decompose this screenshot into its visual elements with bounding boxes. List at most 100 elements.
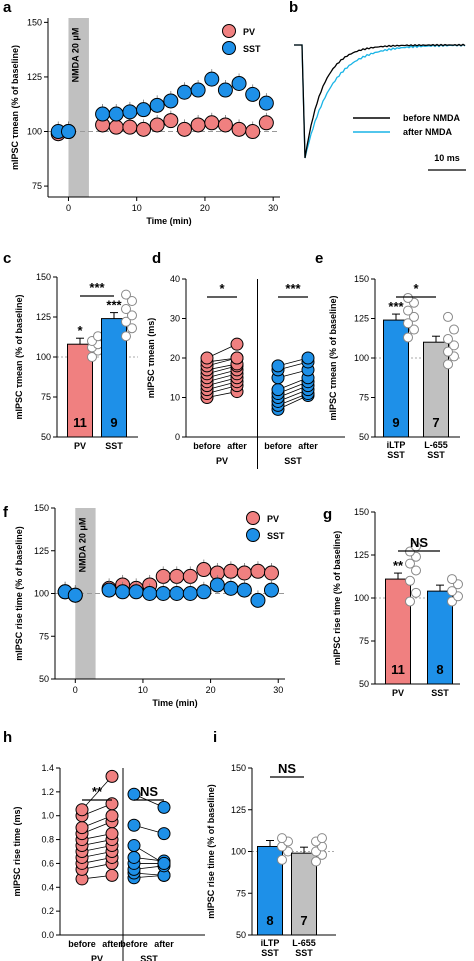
- panel-h-group-label: SST: [140, 954, 158, 961]
- panel-h-point-pv-after: [105, 809, 119, 823]
- panel-a-point-sst: [245, 86, 261, 102]
- panel-h-y-tick-label: 0.8: [41, 835, 54, 845]
- panel-i-cell-point: [317, 833, 327, 844]
- panel-d-x-tick-label: before: [264, 441, 292, 451]
- panel-a-point-sst: [217, 82, 233, 98]
- panel-h-y-tick-label: 1.0: [41, 811, 54, 821]
- panel-e-n-label: 7: [432, 415, 439, 430]
- panel-c-n-label: 11: [73, 415, 87, 430]
- panel-g-cell-point: [411, 587, 421, 598]
- panel-f-point-pv: [196, 562, 212, 578]
- panel-label-c: c: [3, 250, 11, 267]
- panel-d-x-tick-label: before: [193, 441, 221, 451]
- panel-h-point-sst-before: [127, 839, 141, 853]
- panel-label-f: f: [3, 504, 9, 521]
- panel-f-point-sst: [223, 580, 239, 596]
- panel-g-cell-point: [447, 574, 457, 585]
- panel-c-y-label: mIPSC τmean (% of baseline): [14, 294, 24, 419]
- panel-b-legend-before: before NMDA: [403, 113, 461, 123]
- panel-i-y-label: mIPSC rise time (% of baseline): [206, 784, 216, 919]
- panel-i-cell-point: [311, 856, 321, 867]
- panel-e-cell-point: [443, 311, 453, 322]
- panel-h-point-pv-after: [105, 797, 119, 811]
- panel-i-bracket-label: NS: [278, 761, 296, 776]
- panel-c-n-label: 9: [110, 415, 117, 430]
- panel-a-x-label: Time (min): [146, 216, 191, 226]
- panel-a-y-tick-label: 150: [27, 17, 42, 27]
- panel-f-point-pv: [250, 563, 266, 579]
- panel-h-point-sst-after: [157, 856, 171, 870]
- panel-i-y-tick-label: 50: [236, 930, 246, 940]
- panel-a-y-tick-label: 100: [27, 127, 42, 137]
- panel-i-cell-point: [277, 833, 287, 844]
- panel-d-point-sst-after: [301, 351, 315, 365]
- panel-c-x-label: PV: [74, 441, 86, 451]
- panel-e-y-label: mIPSC τmean (% of baseline): [328, 295, 338, 420]
- panel-f-point-pv: [223, 563, 239, 579]
- panel-f-point-sst: [101, 582, 117, 598]
- panel-f-point-sst: [142, 586, 158, 601]
- panel-a-legend-marker-sst: [222, 41, 236, 55]
- panel-a-x-tick-label: 30: [268, 203, 278, 213]
- panel-h-point-sst-before: [127, 818, 141, 832]
- panel-a-point-pv: [149, 117, 165, 133]
- panel-i-n-label: 7: [300, 913, 307, 928]
- panel-d-x-tick-label: after: [298, 441, 318, 451]
- panel-e-y-tick-label: 150: [354, 274, 369, 284]
- panel-e-cell-point: [449, 340, 459, 351]
- panel-a-y-tick-label: 125: [27, 72, 42, 82]
- panel-h-x-tick-label: after: [154, 939, 174, 949]
- panel-f-x-label: Time (min): [152, 698, 197, 708]
- panel-h-y-tick-label: 1.2: [41, 787, 54, 797]
- panel-f-legend-marker-pv: [246, 511, 260, 525]
- panel-g-bar-0: [385, 578, 411, 685]
- panel-d-x-tick-label: after: [227, 441, 247, 451]
- panel-label-i: i: [213, 729, 217, 746]
- panel-a-point-sst: [60, 124, 76, 140]
- panel-e-y-tick-label: 75: [359, 393, 369, 403]
- panel-c-star: ***: [106, 298, 122, 313]
- panel-f-x-tick-label: 30: [273, 685, 283, 695]
- panel-h-y-tick-label: 0.4: [41, 882, 54, 892]
- panel-c-y-tick-label: 125: [36, 312, 51, 322]
- panel-f-point-sst: [250, 592, 266, 608]
- panel-label-e: e: [315, 250, 323, 267]
- panel-a-point-sst: [122, 104, 138, 120]
- panel-f-point-sst: [209, 577, 225, 593]
- panel-d-group-label: SST: [284, 456, 302, 466]
- panel-i-x-label-line2: SST: [295, 948, 313, 958]
- panel-f-y-tick-label: 125: [34, 546, 49, 556]
- panel-a-point-pv: [122, 119, 138, 135]
- panel-h-y-tick-label: 0.6: [41, 858, 54, 868]
- panel-label-b: b: [289, 0, 298, 16]
- panel-h-point-sst-before: [127, 850, 141, 864]
- panel-label-g: g: [323, 506, 332, 523]
- panel-a-point-pv: [245, 124, 261, 140]
- panel-a-nmda-bar: [68, 18, 89, 197]
- panel-h-y-label: mIPSC rise time (ms): [12, 806, 22, 896]
- panel-c-cell-point: [127, 323, 137, 334]
- panel-a-x-tick-label: 20: [200, 203, 210, 213]
- panel-g-y-tick-label: 150: [354, 507, 369, 517]
- panel-a-nmda-label: NMDA 20 μM: [71, 28, 81, 83]
- panel-a-x-tick-label: 10: [132, 203, 142, 213]
- panel-a-x-tick-label: 0: [66, 203, 71, 213]
- panel-h-bracket-label: **: [92, 784, 103, 799]
- panel-f-y-tick-label: 75: [39, 631, 49, 641]
- panel-h-y-tick-label: 1.4: [41, 763, 54, 773]
- panel-e-cell-point: [443, 334, 453, 345]
- panel-e-x-label-line1: iLTP: [387, 440, 406, 450]
- panel-c-cell-point: [121, 304, 131, 314]
- panel-c-cell-point: [121, 289, 131, 300]
- panel-b-trace-before: [294, 43, 466, 159]
- panel-d-y-tick-label: 20: [170, 353, 180, 363]
- panel-g-x-label: SST: [431, 688, 449, 698]
- panel-f-point-pv: [169, 568, 185, 584]
- panel-b-trace-after: [294, 43, 466, 159]
- panel-a-point-sst: [204, 71, 220, 87]
- panel-e-cell-point: [443, 359, 453, 370]
- panel-c-bracket-label: ***: [89, 280, 105, 295]
- panel-f-point-sst: [236, 582, 252, 598]
- panel-c-y-tick-label: 75: [41, 392, 51, 402]
- panel-h-point-sst-after: [157, 800, 171, 814]
